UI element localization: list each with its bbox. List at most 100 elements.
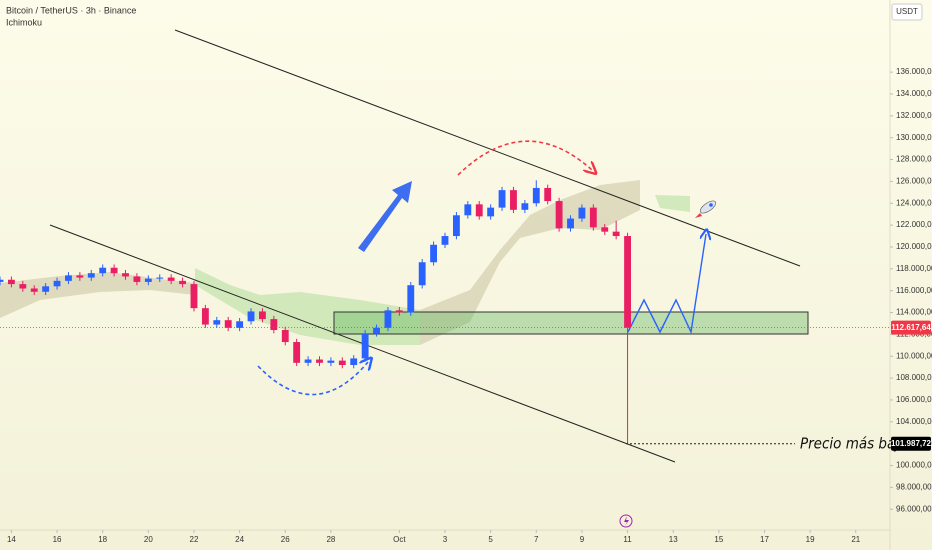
- x-tick-label: 7: [534, 535, 539, 544]
- y-tick-label: 120.000,00: [896, 242, 932, 251]
- candle-body: [589, 207, 597, 228]
- candle-body: [578, 207, 586, 219]
- price-label-box: [891, 320, 931, 335]
- x-tick-label: 17: [760, 535, 769, 544]
- x-tick-label: 21: [851, 535, 860, 544]
- candle-body: [190, 284, 198, 309]
- y-tick-label: 108.000,00: [896, 373, 932, 382]
- arc-arrow: [257, 362, 368, 396]
- candle-body: [42, 286, 50, 292]
- candle-body: [270, 319, 278, 331]
- y-tick-label: 114.000,00: [896, 308, 932, 317]
- y-tick-label: 134.000,00: [896, 89, 932, 98]
- candle-body: [224, 320, 232, 328]
- y-tick-label: 110.000,00: [896, 351, 932, 360]
- plot-area: [0, 180, 631, 444]
- x-tick-label: 26: [281, 535, 290, 544]
- candle-body: [510, 190, 517, 210]
- candle-body: [87, 273, 95, 278]
- cloud: [420, 180, 640, 345]
- candle-body: [110, 267, 118, 274]
- y-tick-label: 128.000,00: [896, 155, 932, 164]
- x-tick-label: 9: [580, 535, 585, 544]
- candle-body: [76, 275, 84, 278]
- y-tick-label: 122.000,00: [896, 220, 932, 229]
- candle-body: [65, 275, 72, 281]
- y-tick-label: 126.000,00: [896, 177, 932, 186]
- indicator-name: Ichimoku: [6, 17, 42, 27]
- currency-box[interactable]: [891, 3, 923, 21]
- candle-body: [384, 310, 392, 328]
- y-tick-label: 100.000,00: [896, 461, 932, 470]
- y-tick-label: 124.000,00: [896, 198, 932, 207]
- y-tick-label: 104.000,00: [896, 417, 932, 426]
- price-label-box: [891, 436, 931, 451]
- candle-body: [452, 215, 460, 237]
- candle-body: [213, 320, 221, 325]
- price-label: 112.617,64: [891, 323, 931, 332]
- y-tick-label: 106.000,00: [896, 395, 932, 404]
- candle-body: [236, 321, 244, 328]
- candle-body: [30, 288, 38, 292]
- candle-body: [498, 190, 506, 208]
- candle-body: [430, 244, 438, 263]
- candle-body: [259, 311, 266, 320]
- candle-body: [293, 342, 301, 363]
- candle-body: [395, 310, 403, 313]
- projection-path: [627, 234, 706, 335]
- x-tick-label: 14: [7, 535, 16, 544]
- candle-body: [361, 333, 369, 359]
- x-tick-label: 5: [488, 535, 493, 544]
- cloud: [655, 195, 690, 212]
- x-tick-label: 11: [623, 535, 632, 544]
- candle-body: [521, 203, 529, 210]
- candle-body: [407, 285, 415, 313]
- candle-body: [19, 284, 27, 289]
- candle-body: [281, 330, 289, 343]
- trend-arrow: [358, 181, 412, 252]
- candle-body: [304, 359, 312, 363]
- candle-body: [53, 280, 61, 287]
- x-tick-label: 19: [806, 535, 815, 544]
- currency[interactable]: USDT: [896, 7, 918, 16]
- candle-body: [475, 204, 483, 217]
- candle-body: [144, 278, 152, 282]
- candle-body: [532, 187, 540, 204]
- x-tick-label: 28: [326, 535, 335, 544]
- candle-body: [327, 360, 335, 363]
- x-tick-label: Oct: [393, 535, 406, 544]
- rocket-flame: [695, 213, 702, 218]
- candle-body: [179, 280, 186, 285]
- candle-body: [418, 262, 426, 286]
- candle-body: [0, 279, 4, 282]
- candle-body: [567, 218, 574, 229]
- candle-body: [464, 204, 472, 216]
- x-tick-label: 13: [669, 535, 678, 544]
- candle-body: [544, 187, 552, 202]
- event-circle: [619, 514, 633, 528]
- candle-body: [350, 358, 358, 365]
- y-tick-label: 130.000,00: [896, 133, 932, 142]
- candle-body: [156, 277, 164, 279]
- x-tick-label: 3: [443, 535, 448, 544]
- x-tick-label: 16: [53, 535, 62, 544]
- price-label: 101.987,72: [891, 439, 932, 448]
- x-tick-label: 15: [714, 535, 723, 544]
- y-tick-label: 136.000,00: [896, 67, 932, 76]
- event-bolt: [624, 516, 629, 526]
- x-tick-label: 20: [144, 535, 153, 544]
- candle-body: [316, 359, 323, 363]
- candle-body: [201, 308, 209, 325]
- x-tick-label: 24: [235, 535, 244, 544]
- candle-body: [373, 327, 380, 334]
- candle-body: [7, 279, 15, 285]
- support-zone: [333, 311, 809, 335]
- annotation: Precio más bajo: [800, 434, 907, 452]
- y-tick-label: 116.000,00: [896, 286, 932, 295]
- chart-title: Bitcoin / TetherUS · 3h · Binance: [6, 5, 136, 15]
- candle-body: [338, 360, 346, 365]
- rocket-icon: [695, 200, 717, 218]
- candle-body: [624, 236, 631, 328]
- x-tick-label: 18: [98, 535, 107, 544]
